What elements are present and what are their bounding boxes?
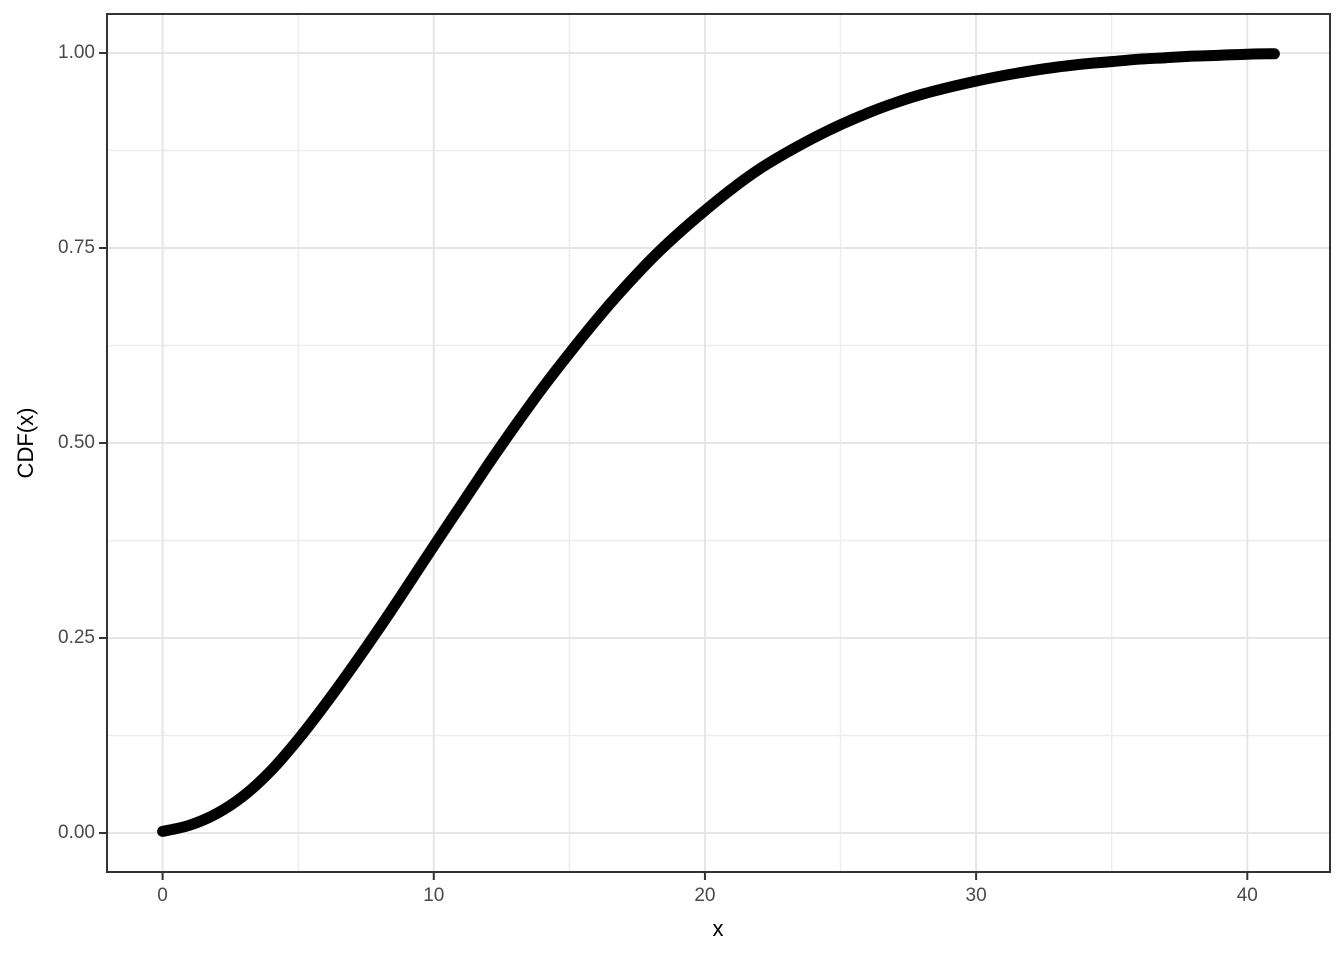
panel-border (106, 13, 1331, 873)
y-tick-label: 0.25 (58, 627, 95, 648)
x-tick-label: 0 (157, 885, 168, 906)
x-axis-title: x (712, 916, 724, 941)
y-tick-label: 1.00 (58, 42, 95, 63)
cdf-curve (157, 48, 1280, 837)
x-tick-label: 20 (694, 885, 716, 906)
y-axis-title: CDF(x) (13, 407, 38, 479)
y-tick-label: 0.75 (58, 237, 95, 258)
x-tick-label: 40 (1236, 885, 1258, 906)
x-tick-label: 10 (423, 885, 445, 906)
y-tick-label: 0.50 (58, 432, 95, 453)
y-tick-label: 0.00 (58, 822, 95, 843)
x-tick-label: 30 (965, 885, 987, 906)
